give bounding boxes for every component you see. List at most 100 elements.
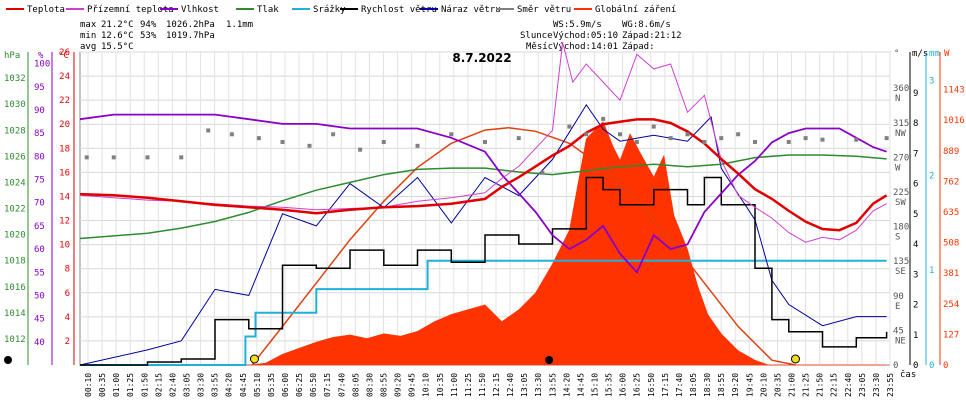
axis-temp-tick: 12 xyxy=(59,217,70,227)
x-tick-label: 18:55 xyxy=(717,373,726,397)
wind-direction-point xyxy=(786,139,791,144)
sun-set: Západ:21:12 xyxy=(622,31,682,41)
x-tick-label: 02:40 xyxy=(168,373,177,397)
stat-max-press: 1026.2hPa xyxy=(166,20,215,30)
axis-hpa-tick: 1022 xyxy=(4,205,26,215)
axis-mm-tick: 1 xyxy=(929,266,934,276)
wind-direction-point xyxy=(540,170,545,175)
x-tick-label: 14:20 xyxy=(562,373,571,397)
axis-temp-tick: 26 xyxy=(59,48,70,58)
stat-min-press: 1019.7hPa xyxy=(166,31,215,41)
legend-label: Směr větru xyxy=(517,5,571,15)
x-tick-label: 07:40 xyxy=(337,373,346,397)
axis-dir-tick: 45 xyxy=(893,326,904,336)
x-tick-label: 14:45 xyxy=(576,373,585,397)
series-ground-temp xyxy=(79,42,887,243)
stat-avg-temp: 15.5°C xyxy=(101,42,134,52)
wind-direction-point xyxy=(685,132,690,137)
x-tick-label: 03:55 xyxy=(211,373,220,397)
legend-label: Tlak xyxy=(257,5,279,15)
wind-direction-point xyxy=(584,132,589,137)
axis-temp-tick: 14 xyxy=(59,192,70,202)
x-tick-label: 13:05 xyxy=(520,373,529,397)
x-tick-label: 23:05 xyxy=(858,373,867,397)
axis-ms-tick: 6 xyxy=(913,180,918,190)
x-tick-label: 05:35 xyxy=(267,373,276,397)
axis-temp-tick: 20 xyxy=(59,120,70,130)
axis-hpa-tick: 1014 xyxy=(4,309,26,319)
x-tick-label: 06:25 xyxy=(295,373,304,397)
axis-dir-title: ° xyxy=(894,49,899,59)
x-tick-label: 01:50 xyxy=(140,373,149,397)
axis-hpa-tick: 1032 xyxy=(4,74,26,84)
x-tick-label: 20:35 xyxy=(773,373,782,397)
legend-label: Náraz větru xyxy=(441,5,501,15)
axis-ms-tick: 1 xyxy=(913,331,918,341)
axis-w-tick: 0 xyxy=(943,361,948,371)
x-tick-label: 16:00 xyxy=(619,373,628,397)
legend-label: Teplota xyxy=(27,5,65,15)
series-radiation-theoretical xyxy=(251,126,796,366)
stat-wg: WG:8.6m/s xyxy=(622,20,671,30)
wind-direction-point xyxy=(179,155,184,160)
wind-direction-point xyxy=(702,139,707,144)
axis-dir-tick: 180 xyxy=(893,223,909,233)
x-tick-label: 11:00 xyxy=(450,373,459,397)
axis-temp-tick: 2 xyxy=(65,337,70,347)
sun-marker xyxy=(249,354,259,364)
axis-dir-cardinal: NW xyxy=(895,129,906,139)
stat-min-hum: 53% xyxy=(140,31,157,41)
stat-min-temp: 12.6°C xyxy=(101,31,134,41)
axis-temp-tick: 22 xyxy=(59,96,70,106)
axis-temp-tick: 16 xyxy=(59,168,70,178)
axis-temp-tick: 18 xyxy=(59,144,70,154)
axis-pct-tick: 100 xyxy=(34,60,50,70)
x-tick-label: 09:45 xyxy=(408,373,417,397)
x-tick-label: 11:50 xyxy=(478,373,487,397)
stat-max-hum: 94% xyxy=(140,20,157,30)
axis-dir-tick: 270 xyxy=(893,153,909,163)
x-tick-label: 06:00 xyxy=(281,373,290,397)
axis-pct-tick: 50 xyxy=(34,291,45,301)
legend-label: Rychlost větru xyxy=(361,5,437,15)
wind-direction-point xyxy=(516,136,521,141)
moon-marker xyxy=(545,356,554,364)
wind-direction-point xyxy=(415,143,420,148)
wind-direction-point xyxy=(668,136,673,141)
axis-dir-tick: 225 xyxy=(893,188,909,198)
axis-dir-tick: 135 xyxy=(893,257,909,267)
wind-direction-point xyxy=(884,136,889,141)
axis-w-tick: 889 xyxy=(943,147,959,157)
x-tick-label: 01:00 xyxy=(112,373,121,397)
x-tick-label: 16:25 xyxy=(633,373,642,397)
axis-w-tick: 381 xyxy=(943,269,959,279)
x-tick-label: 12:40 xyxy=(506,373,515,397)
x-tick-label: 13:30 xyxy=(534,373,543,397)
x-tick-label: 21:00 xyxy=(788,373,797,397)
sun-marker xyxy=(791,354,800,364)
wind-direction-point xyxy=(567,124,572,129)
wind-direction-point xyxy=(651,124,656,129)
axis-w-tick: 254 xyxy=(943,300,959,310)
axis-dir-cardinal: W xyxy=(895,163,901,173)
wind-direction-point xyxy=(381,139,386,144)
wind-direction-point xyxy=(206,128,211,133)
x-axis-label: čas xyxy=(900,369,916,380)
axis-pct-tick: 80 xyxy=(34,152,45,162)
x-tick-label: 17:40 xyxy=(675,373,684,397)
axis-hpa-title: hPa xyxy=(4,51,20,61)
moon-set: Západ: xyxy=(622,42,655,52)
axis-ms-tick: 0 xyxy=(913,361,918,371)
axis-temp-tick: 24 xyxy=(59,72,70,82)
axis-dir-tick: 90 xyxy=(893,292,904,302)
x-tick-label: 10:35 xyxy=(436,373,445,397)
axis-ms-tick: 8 xyxy=(913,119,918,129)
axis-pct-tick: 75 xyxy=(34,176,45,186)
wind-direction-point xyxy=(331,132,336,137)
axis-dir-tick: 0 xyxy=(893,361,898,371)
series-rain xyxy=(80,259,887,366)
wind-direction-point xyxy=(618,132,622,137)
x-tick-label: 23:55 xyxy=(886,373,895,397)
